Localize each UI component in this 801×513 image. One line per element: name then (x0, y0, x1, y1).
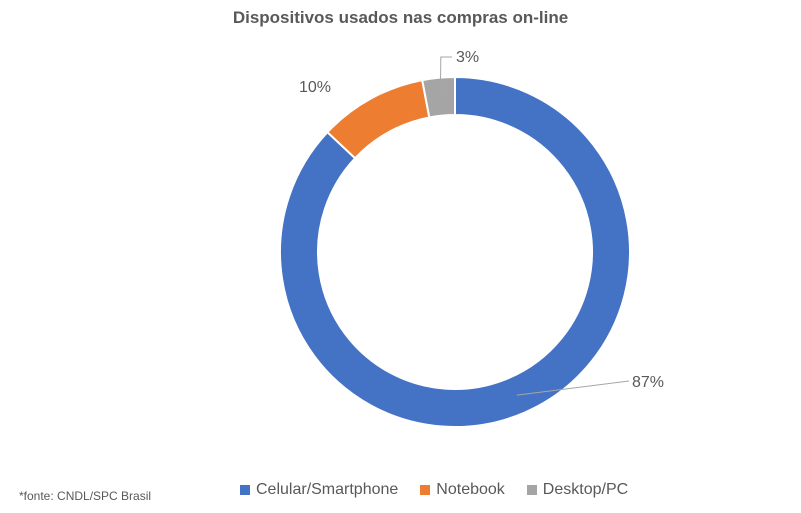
source-note: *fonte: CNDL/SPC Brasil (19, 489, 152, 503)
legend-item-desktop: Desktop/PC (526, 481, 629, 499)
leader-line-desktop (439, 56, 452, 97)
data-label-desktop: 3% (456, 49, 479, 66)
legend-label-desktop: Desktop/PC (542, 481, 629, 498)
legend-swatch-notebook (420, 485, 431, 495)
legend-label-notebook: Notebook (436, 481, 505, 498)
slice-celular (278, 75, 631, 428)
slice-notebook (326, 78, 431, 160)
legend-label-celular: Celular/Smartphone (256, 481, 399, 498)
donut-slices (278, 75, 631, 428)
chart-title: Dispositivos usados nas compras on-line (232, 8, 569, 27)
slice-desktop (421, 75, 456, 119)
legend-swatch-celular (240, 485, 250, 495)
data-label-celular: 87% (632, 374, 664, 391)
legend: Celular/Smartphone Notebook Desktop/PC (240, 479, 650, 501)
legend-swatch-desktop (526, 485, 537, 495)
legend-item-celular: Celular/Smartphone (240, 481, 398, 499)
data-labels: 87% 10% 3% (299, 49, 664, 391)
legend-item-notebook: Notebook (420, 481, 505, 499)
leader-lines (439, 56, 630, 396)
data-label-notebook: 10% (299, 79, 331, 96)
leader-line-celular (516, 380, 630, 396)
